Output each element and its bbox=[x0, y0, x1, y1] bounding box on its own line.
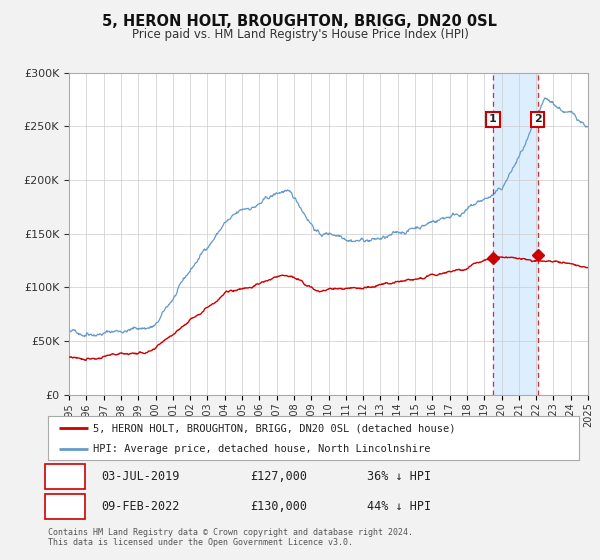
Text: 09-FEB-2022: 09-FEB-2022 bbox=[101, 500, 179, 513]
Text: 2: 2 bbox=[534, 114, 542, 124]
Text: Price paid vs. HM Land Registry's House Price Index (HPI): Price paid vs. HM Land Registry's House … bbox=[131, 28, 469, 41]
Text: 2: 2 bbox=[61, 500, 68, 513]
Text: HPI: Average price, detached house, North Lincolnshire: HPI: Average price, detached house, Nort… bbox=[93, 444, 431, 454]
FancyBboxPatch shape bbox=[46, 464, 85, 489]
Text: £130,000: £130,000 bbox=[250, 500, 307, 513]
Text: Contains HM Land Registry data © Crown copyright and database right 2024.
This d: Contains HM Land Registry data © Crown c… bbox=[48, 528, 413, 547]
Text: 36% ↓ HPI: 36% ↓ HPI bbox=[367, 470, 431, 483]
Text: 5, HERON HOLT, BROUGHTON, BRIGG, DN20 0SL (detached house): 5, HERON HOLT, BROUGHTON, BRIGG, DN20 0S… bbox=[93, 423, 455, 433]
Text: £127,000: £127,000 bbox=[250, 470, 307, 483]
Text: 5, HERON HOLT, BROUGHTON, BRIGG, DN20 0SL: 5, HERON HOLT, BROUGHTON, BRIGG, DN20 0S… bbox=[103, 14, 497, 29]
FancyBboxPatch shape bbox=[46, 494, 85, 519]
Text: 03-JUL-2019: 03-JUL-2019 bbox=[101, 470, 179, 483]
Text: 1: 1 bbox=[489, 114, 497, 124]
Bar bbox=[493, 73, 538, 395]
Text: 1: 1 bbox=[61, 470, 68, 483]
Text: 44% ↓ HPI: 44% ↓ HPI bbox=[367, 500, 431, 513]
